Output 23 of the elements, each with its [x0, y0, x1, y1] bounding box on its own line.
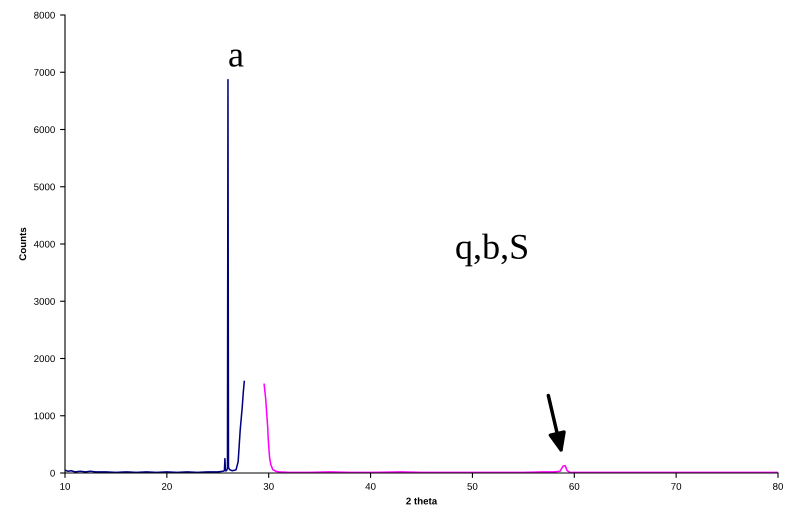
y-tick-label: 2000 — [34, 355, 55, 362]
x-tick-label: 70 — [671, 482, 682, 490]
y-tick-label: 5000 — [34, 183, 55, 190]
line-series — [263, 384, 778, 473]
line-series — [65, 78, 246, 473]
x-tick-label: 20 — [162, 482, 172, 490]
y-tick-label: 8000 — [34, 12, 55, 19]
y-tick-label: 3000 — [34, 298, 55, 305]
x-tick-label: 30 — [264, 482, 274, 490]
y-axis-title: Counts — [19, 228, 26, 260]
y-tick-label: 7000 — [34, 68, 55, 76]
x-tick-label: 50 — [467, 482, 478, 490]
x-axis-title: 2 theta — [406, 497, 438, 504]
x-tick-label: 60 — [569, 482, 580, 490]
x-tick-label: 10 — [60, 482, 70, 490]
y-tick-label: 0 — [50, 470, 55, 477]
annotation: a — [229, 50, 244, 67]
y-tick-label: 1000 — [34, 412, 55, 420]
y-tick-label: 4000 — [34, 240, 55, 248]
y-tick-label: 6000 — [34, 126, 55, 134]
annotation: q,b,S — [456, 234, 527, 266]
x-tick-label: 80 — [773, 482, 784, 490]
x-tick-label: 40 — [365, 482, 376, 490]
